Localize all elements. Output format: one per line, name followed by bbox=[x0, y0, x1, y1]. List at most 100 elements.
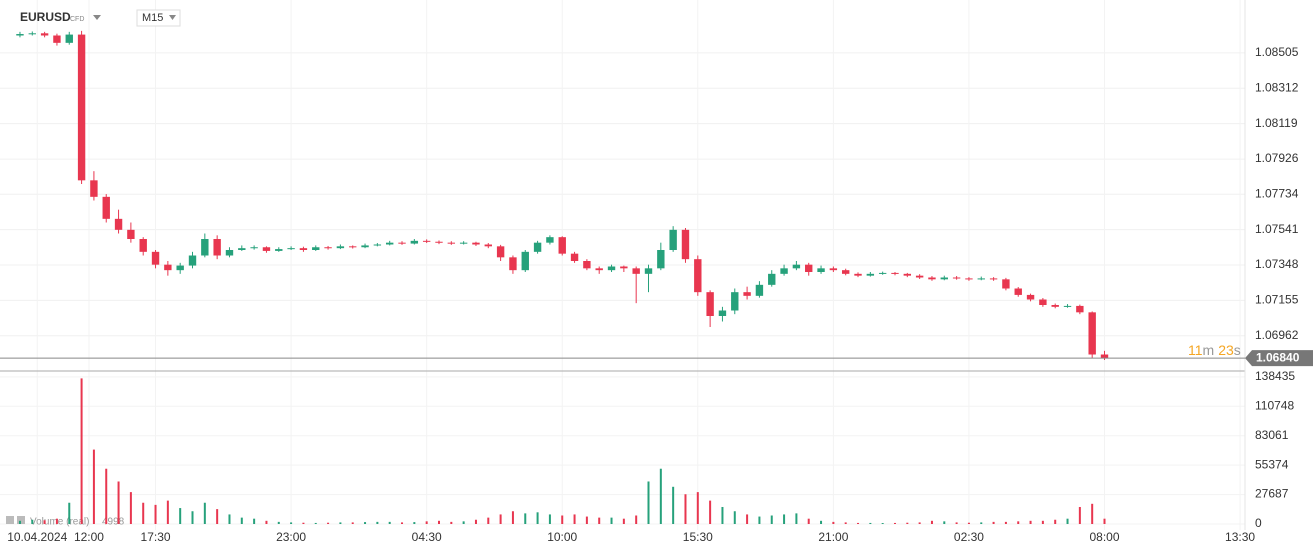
countdown-part: 23 bbox=[1218, 342, 1234, 358]
symbol-dropdown[interactable] bbox=[93, 15, 101, 20]
candle-body bbox=[792, 264, 801, 269]
volume-bar bbox=[610, 517, 613, 524]
x-tick-label: 12:00 bbox=[74, 530, 104, 544]
x-tick-label: 13:30 bbox=[1225, 530, 1255, 544]
x-tick-label: 08:00 bbox=[1089, 530, 1119, 544]
volume-tick-label: 83061 bbox=[1255, 428, 1289, 442]
candle-body bbox=[201, 239, 209, 256]
candle-body bbox=[312, 247, 320, 250]
candle-body bbox=[1063, 305, 1072, 307]
symbol[interactable]: EURUSD bbox=[20, 10, 71, 24]
candle-body bbox=[681, 229, 690, 260]
legend-icon[interactable] bbox=[17, 516, 25, 524]
candle-body bbox=[164, 264, 172, 271]
volume-bar bbox=[364, 522, 367, 524]
volume-bar bbox=[351, 522, 354, 524]
volume-bar bbox=[105, 468, 108, 524]
candle-body bbox=[1100, 354, 1109, 359]
candle-body bbox=[521, 251, 529, 271]
candle-body bbox=[817, 268, 825, 272]
volume-bar bbox=[524, 513, 527, 524]
volume-bar bbox=[684, 494, 687, 524]
volume-bar bbox=[746, 514, 749, 524]
volume-tick-label: 27687 bbox=[1255, 487, 1289, 501]
candle-body bbox=[299, 248, 308, 250]
plot bbox=[16, 30, 1109, 524]
x-tick-label: 04:30 bbox=[412, 530, 442, 544]
volume-bar bbox=[992, 521, 995, 524]
volume-bar bbox=[980, 522, 983, 524]
volume-bar bbox=[893, 522, 896, 524]
volume-bar bbox=[425, 521, 428, 524]
volume-bar bbox=[844, 522, 847, 524]
x-tick-label: 17:30 bbox=[141, 530, 171, 544]
volume-bar bbox=[967, 522, 970, 524]
volume-bar bbox=[499, 514, 502, 524]
volume-bar bbox=[906, 522, 909, 524]
countdown: 11m 23s bbox=[1188, 342, 1241, 358]
volume-bar bbox=[437, 520, 440, 524]
candle-body bbox=[829, 268, 838, 271]
volume-bar bbox=[1091, 503, 1094, 524]
timeframe[interactable]: M15 bbox=[142, 12, 163, 24]
volume-bar bbox=[142, 502, 145, 524]
volume-bar bbox=[561, 515, 564, 524]
countdown-part: m bbox=[1203, 342, 1215, 358]
y-tick-label: 1.08312 bbox=[1255, 80, 1299, 94]
candle-body bbox=[878, 272, 887, 274]
volume-bar bbox=[733, 511, 736, 524]
volume-bar bbox=[955, 522, 958, 524]
candle-body bbox=[336, 246, 345, 249]
candle-body bbox=[805, 264, 813, 272]
volume-bar bbox=[881, 523, 884, 524]
volume-bar bbox=[598, 517, 601, 524]
candle-body bbox=[854, 273, 862, 276]
candle-body bbox=[731, 292, 739, 311]
candle-body bbox=[1014, 288, 1022, 295]
candle-body bbox=[90, 180, 98, 197]
candle-body bbox=[225, 250, 234, 256]
volume-bar bbox=[117, 481, 120, 524]
candle-body bbox=[965, 278, 973, 280]
candle-body bbox=[977, 278, 985, 280]
timeframe-dropdown[interactable] bbox=[169, 15, 176, 20]
volume-bar bbox=[672, 486, 675, 524]
y-tick-label: 1.07734 bbox=[1255, 186, 1299, 200]
candle-body bbox=[250, 247, 258, 249]
volume-bar bbox=[290, 522, 293, 524]
y-tick-label: 1.08505 bbox=[1255, 45, 1299, 59]
volume-bar bbox=[228, 514, 231, 524]
candle-body bbox=[176, 265, 184, 271]
candle-body bbox=[65, 34, 73, 43]
candle-body bbox=[385, 242, 394, 245]
volume-bar bbox=[1054, 519, 1057, 524]
candle-body bbox=[459, 242, 468, 244]
legend-icon[interactable] bbox=[6, 516, 14, 524]
candle-body bbox=[657, 250, 665, 269]
volume-bar bbox=[869, 522, 872, 524]
volume-bar bbox=[1041, 520, 1044, 524]
candle-body bbox=[127, 229, 135, 239]
candle-body bbox=[533, 242, 542, 252]
timeframe-box[interactable] bbox=[136, 9, 181, 27]
candle-body bbox=[496, 246, 505, 258]
candle-body bbox=[1076, 305, 1084, 313]
x-tick-label: 23:00 bbox=[276, 530, 306, 544]
candle-body bbox=[373, 244, 382, 246]
volume-bar bbox=[18, 520, 21, 524]
candle-body bbox=[238, 248, 246, 250]
volume-bar bbox=[191, 511, 194, 524]
candle-body bbox=[114, 218, 123, 230]
candle-body bbox=[275, 249, 283, 251]
candle-body bbox=[410, 240, 419, 244]
volume-bar bbox=[807, 518, 810, 524]
volume-bar bbox=[1103, 518, 1106, 524]
volume-bar bbox=[277, 521, 280, 524]
volume-bar bbox=[1029, 520, 1032, 524]
candle-body bbox=[903, 273, 912, 276]
candle-body bbox=[928, 277, 936, 280]
volume-bar bbox=[339, 522, 342, 524]
volume-bar bbox=[622, 518, 625, 524]
candle-body bbox=[694, 259, 702, 293]
